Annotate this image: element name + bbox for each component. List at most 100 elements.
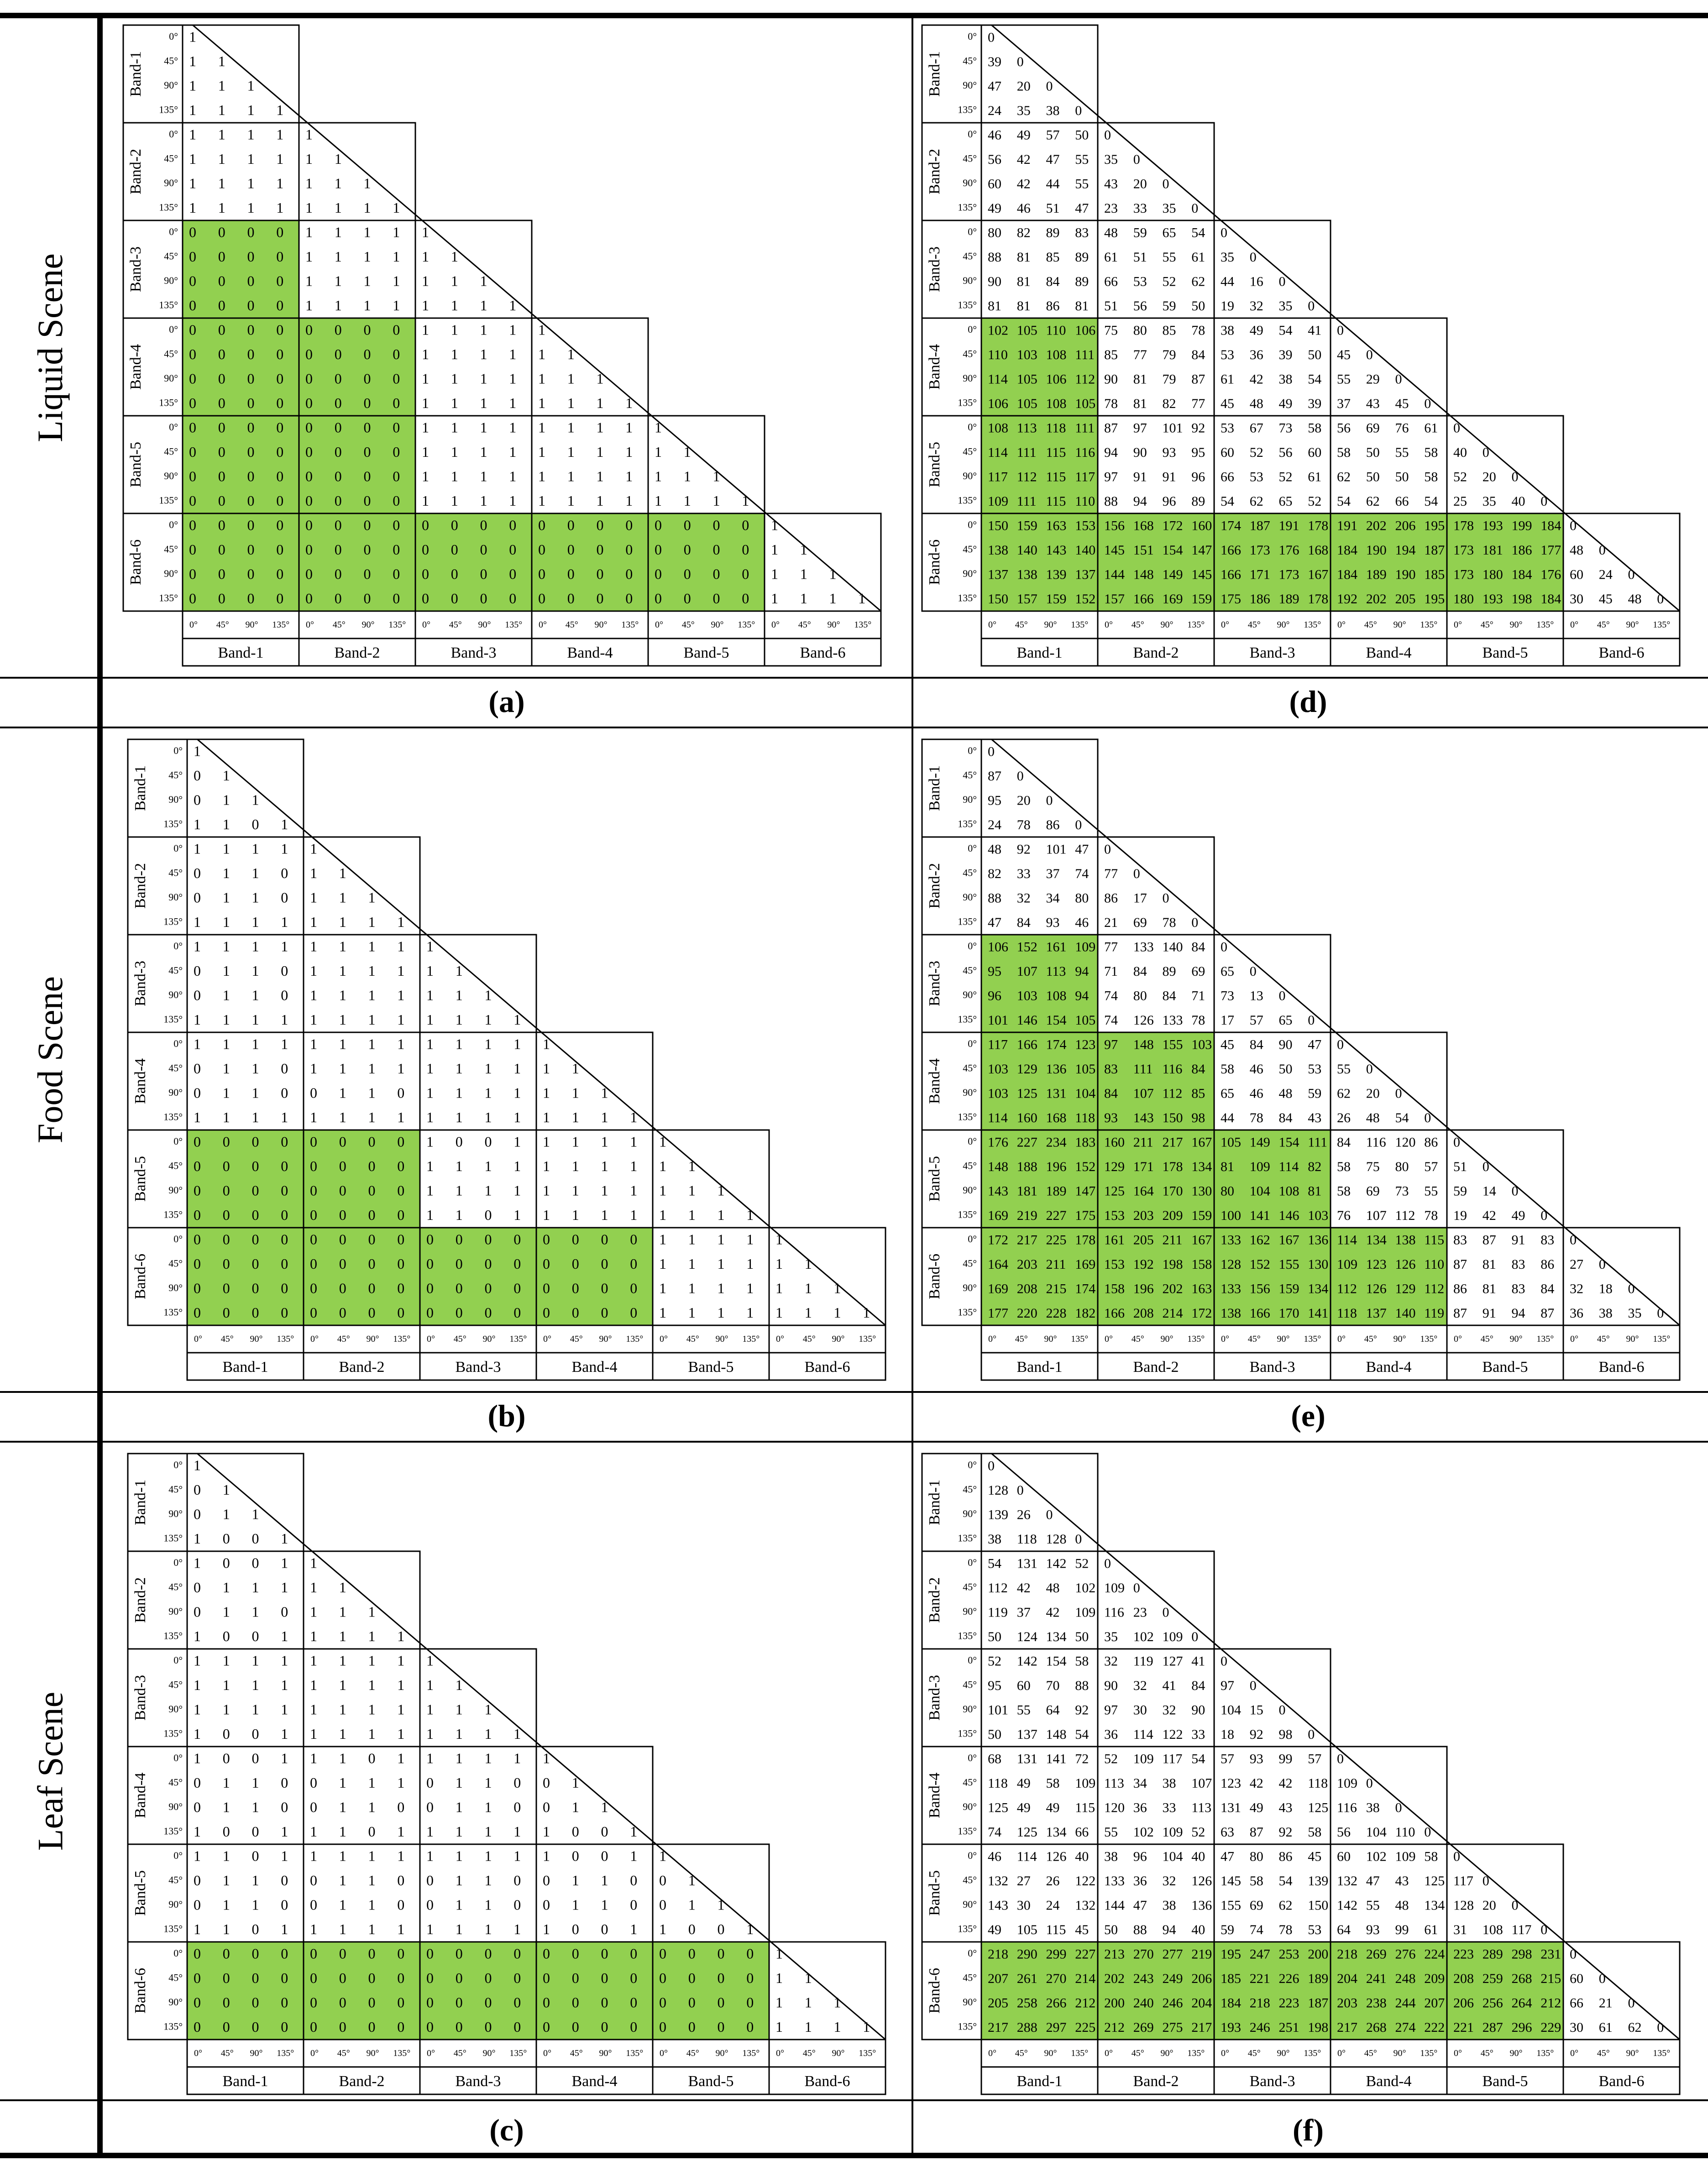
- cell-value: 0: [218, 224, 225, 240]
- cell-value: 0: [189, 395, 196, 411]
- cell-value: 0: [247, 492, 255, 509]
- col-angle-label: 90°: [1277, 2048, 1290, 2058]
- cell-value: 50: [988, 1629, 1001, 1644]
- col-band-label: Band-6: [1598, 2073, 1644, 2090]
- row-label-box: [122, 513, 183, 612]
- cell-value: 36: [1133, 1800, 1147, 1815]
- cell-value: 1: [597, 444, 604, 460]
- cell-value: 101: [988, 1702, 1008, 1717]
- col-angle-label: 45°: [1364, 2048, 1377, 2058]
- cell-value: 145: [1221, 1873, 1241, 1889]
- cell-value: 23: [1133, 1605, 1147, 1620]
- cell-value: 60: [1570, 1971, 1583, 1986]
- col-angle-label: 0°: [655, 620, 663, 630]
- cell-value: 128: [1453, 1898, 1474, 1913]
- cell-value: 1: [305, 175, 313, 191]
- cell-value: 0: [189, 492, 196, 509]
- cell-value: 0: [988, 1458, 995, 1473]
- cell-value: 1: [742, 492, 749, 509]
- cell-value: 0: [189, 224, 196, 240]
- cell-value: 0: [597, 541, 604, 558]
- caption-b: (b): [487, 1398, 526, 1433]
- cell-value: 1: [364, 248, 371, 265]
- cell-value: 115: [1075, 1800, 1095, 1815]
- row-band-label: Band-6: [127, 539, 144, 585]
- cell-value: 58: [1424, 1849, 1438, 1864]
- cell-value: 0: [218, 321, 225, 338]
- cell-value: 1: [451, 248, 458, 265]
- cell-value: 0: [335, 346, 342, 362]
- cell-value: 1: [509, 444, 516, 460]
- highlight-block: [532, 513, 648, 611]
- cell-value: 119: [1133, 1653, 1153, 1669]
- cell-value: 1: [335, 175, 342, 191]
- row-angle-label: 0°: [968, 1947, 977, 1959]
- col-band-label: Band-3: [451, 644, 496, 661]
- cell-value: 0: [742, 517, 749, 533]
- cell-value: 55: [1366, 1898, 1380, 1913]
- cell-value: 34: [1133, 1776, 1147, 1791]
- cell-value: 0: [305, 565, 313, 582]
- cell-value: 1: [480, 346, 487, 362]
- row-angle-label: 90°: [164, 470, 178, 481]
- cell-value: 150: [1308, 1898, 1328, 1913]
- cell-value: 1: [567, 419, 575, 435]
- cell-value: 0: [625, 541, 633, 558]
- cell-value: 0: [538, 541, 545, 558]
- cell-value: 203: [1337, 1995, 1357, 2010]
- cell-value: 217: [1337, 2020, 1357, 2035]
- cell-value: 0: [276, 370, 283, 387]
- cell-value: 0: [1395, 1800, 1402, 1815]
- cell-value: 0: [276, 248, 283, 265]
- cell-value: 276: [1395, 1946, 1416, 1962]
- cell-value: 0: [1221, 1653, 1227, 1669]
- cell-value: 0: [1163, 1605, 1169, 1620]
- highlight-block: [648, 513, 765, 611]
- cell-value: 0: [276, 395, 283, 411]
- cell-value: 32: [1163, 1873, 1176, 1889]
- cell-value: 207: [1424, 1995, 1445, 2010]
- cell-value: 218: [1337, 1946, 1357, 1962]
- cell-value: 0: [364, 492, 371, 509]
- cell-value: 93: [1250, 1751, 1263, 1766]
- cell-value: 1: [422, 248, 429, 265]
- cell-value: 0: [335, 492, 342, 509]
- cell-value: 43: [1395, 1873, 1409, 1889]
- cell-value: 270: [1133, 1946, 1154, 1962]
- col-angle-label: 135°: [1187, 2048, 1205, 2058]
- cell-value: 126: [1191, 1873, 1212, 1889]
- cell-value: 1: [189, 126, 196, 142]
- highlight-block: [183, 318, 299, 416]
- cell-value: 59: [1221, 1922, 1234, 1937]
- cell-value: 1: [189, 151, 196, 167]
- cell-value: 1: [597, 370, 604, 387]
- cell-value: 58: [1250, 1873, 1263, 1889]
- cell-value: 0: [335, 321, 342, 338]
- cell-value: 212: [1104, 2020, 1125, 2035]
- cell-value: 24: [1046, 1898, 1060, 1913]
- cell-value: 125: [1424, 1873, 1445, 1889]
- cell-value: 55: [1104, 1825, 1118, 1840]
- cell-value: 1: [451, 321, 458, 338]
- cell-value: 1: [422, 321, 429, 338]
- cell-value: 259: [1483, 1971, 1503, 1986]
- cell-value: 0: [335, 565, 342, 582]
- row-angle-label: 135°: [159, 397, 178, 408]
- cell-value: 1: [305, 272, 313, 289]
- cell-value: 118: [988, 1776, 1008, 1791]
- cell-value: 1: [480, 444, 487, 460]
- cell-value: 299: [1046, 1946, 1067, 1962]
- cell-value: 0: [1075, 1532, 1082, 1547]
- row-angle-label: 135°: [159, 104, 178, 115]
- cell-value: 221: [1250, 1971, 1270, 1986]
- row-band-label: Band-5: [127, 442, 144, 487]
- highlight-block: [183, 220, 299, 318]
- col-band-label: Band-1: [1016, 2073, 1062, 2090]
- cell-value: 0: [597, 565, 604, 582]
- cell-value: 95: [988, 1678, 1001, 1693]
- cell-value: 102: [1366, 1849, 1387, 1864]
- cell-value: 0: [276, 419, 283, 435]
- rule-4: [0, 1441, 1708, 1443]
- cell-value: 112: [988, 1580, 1008, 1596]
- cell-value: 1: [276, 102, 283, 118]
